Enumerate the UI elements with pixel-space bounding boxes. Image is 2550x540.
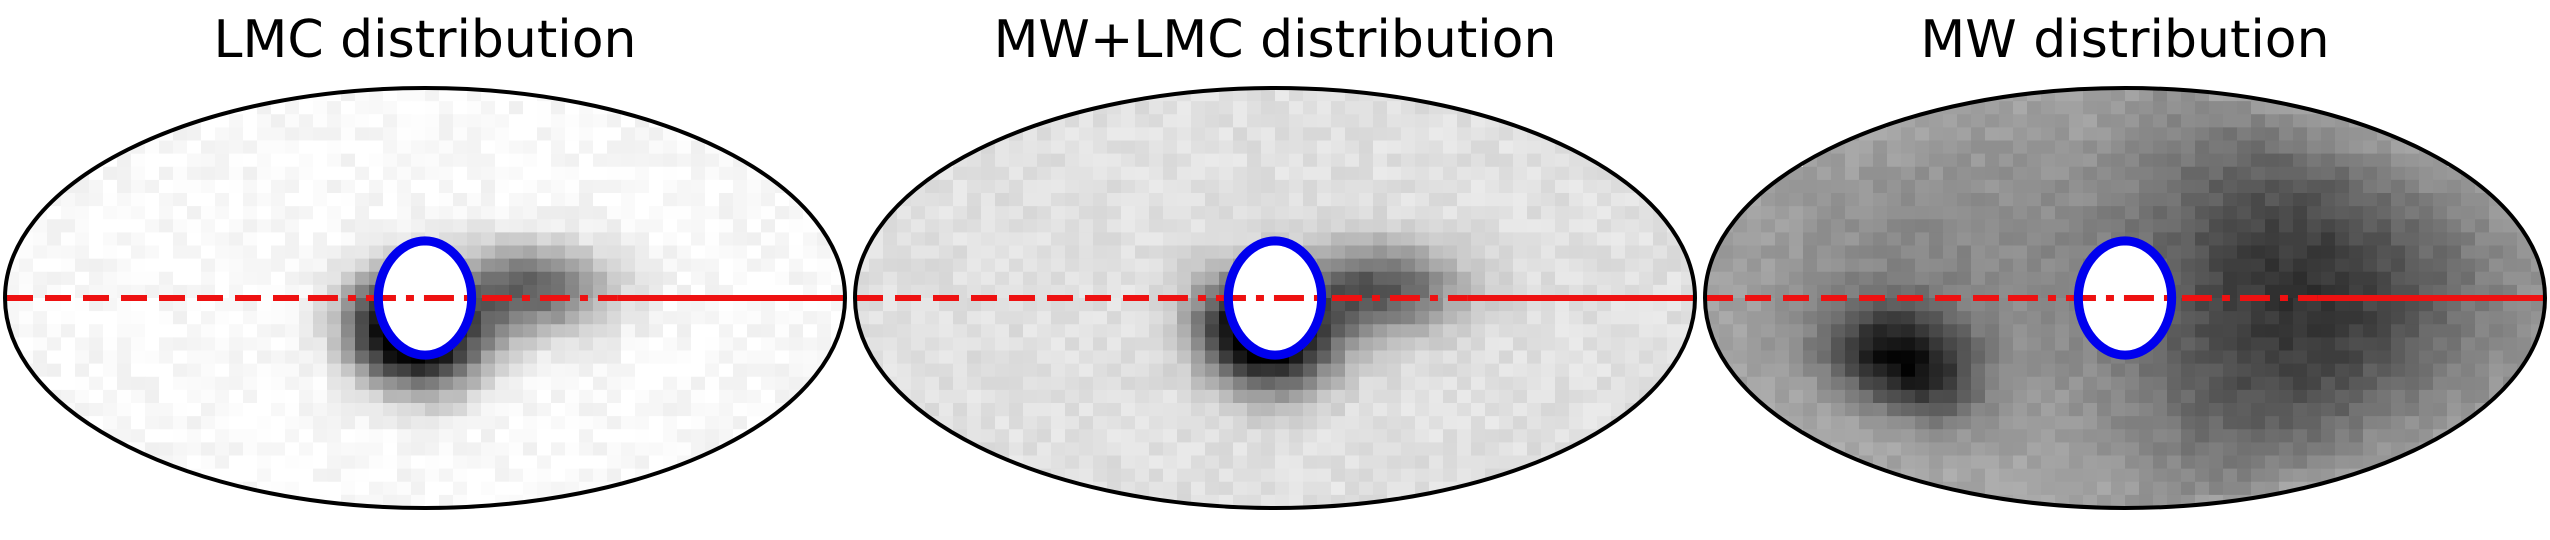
- masked-region-boundary: [1223, 236, 1327, 360]
- mw-panel-title: MW distribution: [1920, 10, 2330, 70]
- mw-panel: MW distribution: [1700, 0, 2550, 540]
- mollweide-border: [3, 86, 847, 510]
- mollweide-border: [1703, 86, 2547, 510]
- mollweide-border: [853, 86, 1697, 510]
- lmc-panel: LMC distribution: [0, 0, 850, 540]
- lmc-panel-title: LMC distribution: [213, 10, 637, 70]
- masked-region-boundary: [2073, 236, 2177, 360]
- mw-lmc-panel-title: MW+LMC distribution: [993, 10, 1557, 70]
- lmc-sky-map: [3, 86, 847, 510]
- density-heatmap: [855, 88, 1695, 508]
- mw-lmc-panel: MW+LMC distribution: [850, 0, 1700, 540]
- mw-sky-map: [1703, 86, 2547, 510]
- masked-region-boundary: [373, 236, 477, 360]
- mw-lmc-sky-map: [853, 86, 1697, 510]
